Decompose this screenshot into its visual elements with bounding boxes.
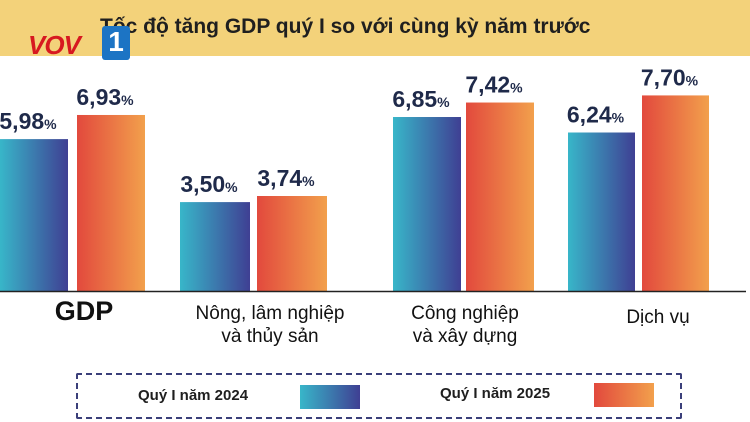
data-label-gdp-2025: 6,93% [76,84,134,110]
data-label-dich-vu-2025: 7,70% [641,64,699,90]
data-label-nong-lam-nghiep-va-thuy-san-2024: 3,50% [180,171,238,197]
category-label-line: Công nghiệp [411,303,519,324]
category-label-line: GDP [54,296,114,326]
data-label-cong-nghiep-va-xay-dung-2024: 6,85% [392,86,450,112]
data-label-cong-nghiep-va-xay-dung-2025: 7,42% [465,72,523,98]
bar-nong-lam-nghiep-va-thuy-san-2024 [180,202,250,291]
legend: Quý I năm 2024 Quý I năm 2025 [76,373,682,419]
bar-cong-nghiep-va-xay-dung-2025 [466,102,534,291]
logo-channel: 1 [102,26,130,60]
vov-logo: VOV 1 [28,26,140,66]
category-label-gdp: GDP [0,298,194,325]
category-label-line: và thủy sản [221,326,319,347]
bar-gdp-2024 [0,139,68,291]
bar-nong-lam-nghiep-va-thuy-san-2025 [257,196,327,291]
category-label-line: và xây dựng [412,326,518,347]
category-label-dich-vu: Dịch vụ [548,306,750,329]
legend-label-2025: Quý I năm 2025 [440,385,551,402]
data-label-nong-lam-nghiep-va-thuy-san-2025: 3,74% [257,165,315,191]
category-label-nong-lam-nghiep-va-thuy-san: Nông, lâm nghiệp và thủy sản [160,302,380,348]
category-label-line: Nông, lâm nghiệp [195,303,345,324]
data-label-gdp-2024: 5,98% [0,108,57,134]
category-label-line: Dịch vụ [626,307,690,328]
legend-label-2024: Quý I năm 2024 [138,387,249,404]
bar-chart: 5,98% 6,93% 3,50% 3,74% 6,85% 7,42% 6,24% 7,70% [0,64,746,293]
legend-swatch-2024 [300,385,360,409]
category-label-cong-nghiep-va-xay-dung: Công nghiệp và xây dựng [355,302,575,348]
legend-swatch-2025 [594,383,654,407]
bar-dich-vu-2024 [568,132,635,291]
bar-cong-nghiep-va-xay-dung-2024 [393,117,461,291]
bar-gdp-2025 [77,114,145,291]
data-label-dich-vu-2024: 6,24% [567,102,625,128]
chart-title: Tốc độ tăng GDP quý I so với cùng kỳ năm… [100,15,591,38]
logo-brand: VOV [28,30,81,60]
bar-dich-vu-2025 [642,95,709,291]
